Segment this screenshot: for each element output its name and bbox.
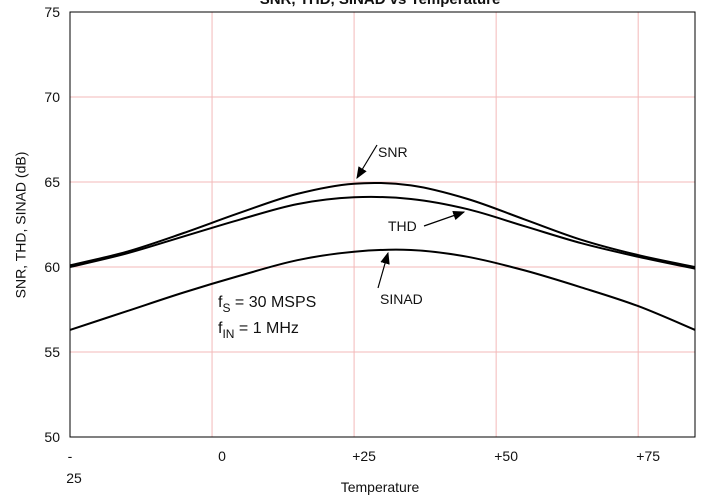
callout-arrow bbox=[356, 144, 378, 180]
condition-sub: IN bbox=[222, 327, 234, 341]
condition-rest: = 30 MSPS bbox=[230, 294, 316, 311]
callout-arrow bbox=[423, 211, 466, 227]
condition-note: fS = 30 MSPS bbox=[218, 294, 316, 315]
legend-label: SNR bbox=[378, 144, 408, 160]
y-tick-label: 60 bbox=[44, 259, 60, 275]
condition-rest: = 1 MHz bbox=[234, 320, 298, 337]
x-tick-label: +25 bbox=[352, 448, 376, 464]
legend-label: THD bbox=[388, 218, 417, 234]
condition-text: f bbox=[218, 320, 223, 337]
callout-arrow bbox=[377, 251, 390, 289]
x-axis-label: Temperature bbox=[341, 479, 420, 495]
series-line bbox=[69, 195, 696, 270]
chart-title: SNR, THD, SINAD vs Temperature bbox=[260, 0, 501, 8]
condition-text: f bbox=[218, 294, 223, 311]
x-tick-label: 0 bbox=[218, 448, 226, 464]
x-tick-label: +75 bbox=[636, 448, 660, 464]
y-axis-label: SNR, THD, SINAD (dB) bbox=[13, 152, 29, 299]
x-tick-label: +50 bbox=[494, 448, 518, 464]
y-tick-label: 70 bbox=[44, 89, 60, 105]
condition-note: fIN = 1 MHz bbox=[218, 320, 299, 341]
series-line bbox=[69, 181, 696, 268]
condition-sub: S bbox=[222, 301, 230, 315]
y-tick-label: 65 bbox=[44, 174, 60, 190]
y-tick-label: 50 bbox=[44, 429, 60, 445]
series-line bbox=[69, 248, 696, 331]
x-tick-label: -25 bbox=[66, 448, 82, 486]
legend-label: SINAD bbox=[380, 291, 423, 307]
y-tick-label: 55 bbox=[44, 344, 60, 360]
plot-frame bbox=[69, 11, 696, 438]
y-tick-label: 75 bbox=[44, 4, 60, 20]
